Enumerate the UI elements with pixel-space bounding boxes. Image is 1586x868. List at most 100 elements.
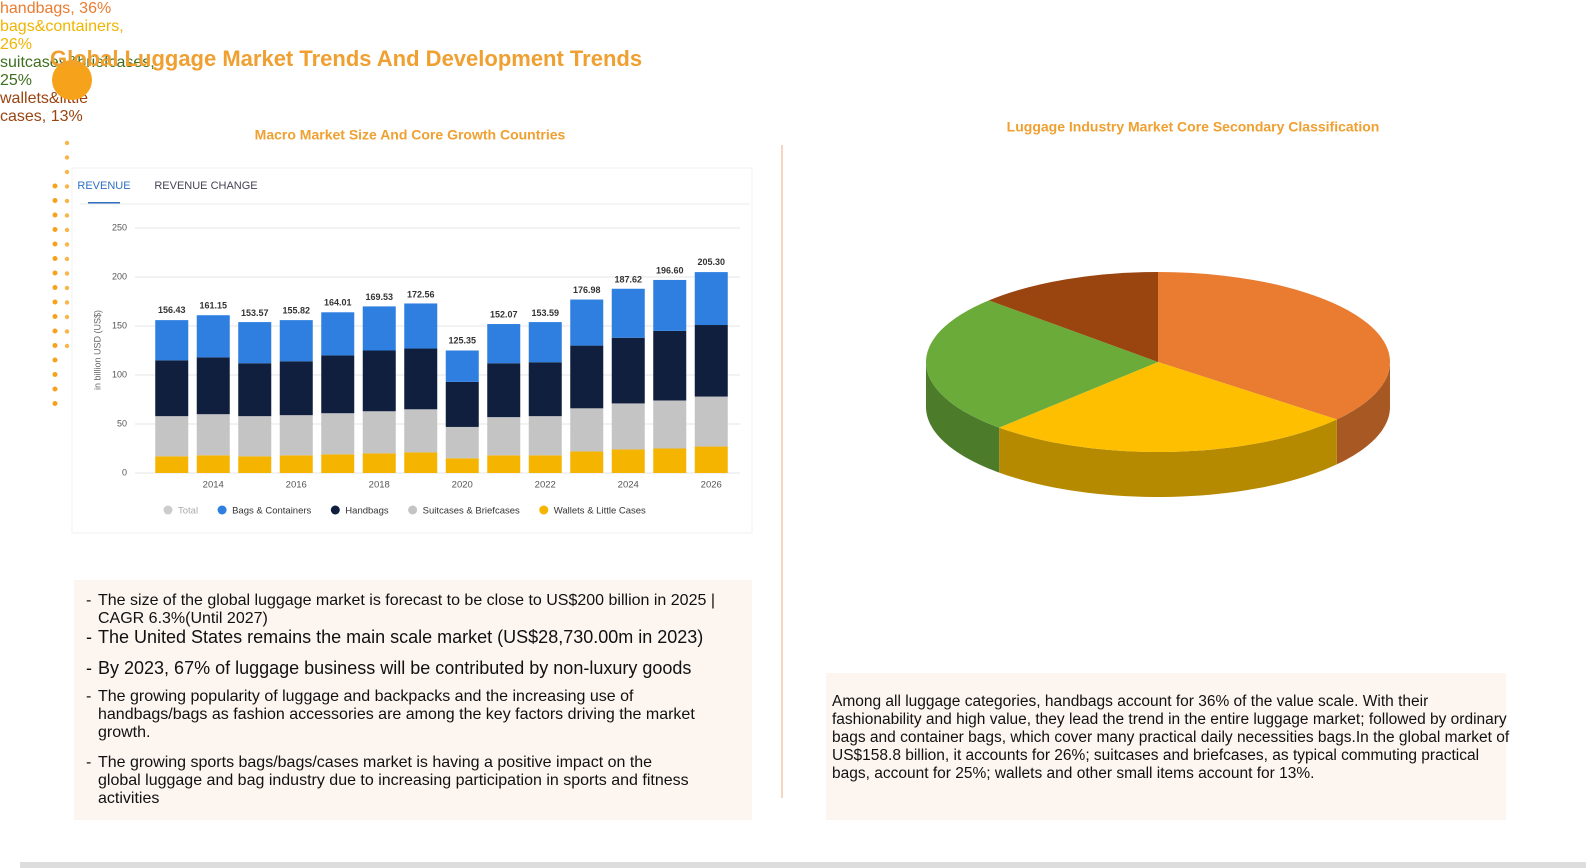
bar-segment [694,325,728,397]
x-tick-label: 2020 [452,480,473,491]
pie-slice [999,362,1337,452]
pie-slice [925,300,1158,428]
pie-label: handbags, 36% [0,0,112,17]
bullet: The size of the global luggage market is… [86,592,748,628]
bar-segment [570,451,604,473]
bar-segment [279,320,313,362]
decor-dot [52,401,58,406]
x-tick-label: 2014 [203,480,224,491]
decor-circle [52,60,92,100]
decor-dot [52,357,58,363]
bar-segment [238,322,272,364]
decor-dot [64,242,70,247]
bar-segment [653,330,687,401]
bar-segment [238,456,272,473]
bar-segment [528,416,562,456]
bar-segment [196,315,230,358]
bar-segment [321,413,355,455]
bullet: By 2023, 67% of luggage business will be… [86,659,748,677]
legend-swatch [330,505,340,515]
bar-segment [362,350,396,412]
y-axis-label: in billion USD (US$) [92,310,102,390]
total-label: 187.62 [614,275,642,285]
bar-segment [279,415,313,456]
x-tick-label: 2016 [286,480,307,491]
legend-swatch [163,505,173,515]
total-label: 169.53 [365,292,393,302]
chart-title: Luggage Industry Market Core Secondary C… [1007,119,1380,135]
bar-segment [404,303,438,349]
y-tick-label: 150 [112,320,127,330]
y-tick-label: 0 [122,467,127,477]
bar-segment [528,322,562,363]
summary-box: Among all luggage categories, handbags a… [826,673,1509,820]
tab: REVENUE CHANGE [154,180,257,192]
bar-segment [611,337,645,404]
summary-text: Among all luggage categories, handbags a… [832,693,1510,782]
x-tick-label: 2022 [535,480,556,491]
decor-dot [52,285,58,290]
decor-dot [52,183,58,189]
y-tick-label: 250 [112,222,127,232]
total-label: 205.30 [697,257,725,267]
bar-segment [404,348,438,410]
decor-dot [64,285,70,291]
bar-segment [487,324,521,364]
bar-segment [279,455,313,473]
decor-dot [64,314,70,320]
bar-segment [155,320,189,361]
total-label: 153.57 [241,308,269,318]
bar-segment [196,455,230,473]
decor-dot [52,328,58,334]
decor-dot [64,227,70,233]
total-label: 161.15 [199,300,227,310]
bar-segment [155,416,189,457]
decor-dot [52,198,58,203]
decor-dot [52,372,58,377]
bar-segment [528,362,562,417]
legend-label: Total [178,506,198,517]
decor-dot [52,227,58,232]
decor-dot [52,256,58,261]
tab: REVENUE [77,180,130,192]
x-tick-label: 2018 [369,480,390,491]
bar-segment [321,454,355,473]
bar-segment [694,446,728,473]
total-label: 155.82 [282,306,310,316]
total-label: 125.35 [448,336,476,346]
total-label: 152.07 [490,309,518,319]
bar-segment [362,306,396,351]
bar-segment [611,449,645,473]
bar-segment [694,396,728,447]
decor-dot [64,213,70,218]
x-tick-label: 2024 [618,480,639,491]
chart-title: Macro Market Size And Core Growth Countr… [255,127,566,143]
bar-segment [487,417,521,456]
bar-segment [196,357,230,415]
pie-side [1336,362,1390,465]
legend-swatch [539,505,549,515]
bar-segment [404,409,438,453]
legend-label: Suitcases & Briefcases [423,506,520,517]
decor-dot [64,343,70,349]
total-label: 176.98 [573,285,601,295]
decor-dot [52,386,58,392]
total-label: 153.59 [531,308,559,318]
bar-segment [653,400,687,449]
decor-dot [64,329,70,334]
y-tick-label: 200 [112,271,127,281]
decor-dot [64,256,70,262]
bar-segment [445,426,479,459]
decor-dot [52,270,58,276]
y-tick-label: 100 [112,369,127,379]
pie-side [999,419,1337,497]
total-label: 156.43 [158,305,186,315]
bar-segment [611,288,645,338]
decor-dot [52,343,58,348]
bar-segment [362,453,396,473]
pie-slice [1158,272,1391,420]
total-label: 196.60 [656,266,684,276]
total-label: 164.01 [324,298,352,308]
bar-segment [445,350,479,382]
